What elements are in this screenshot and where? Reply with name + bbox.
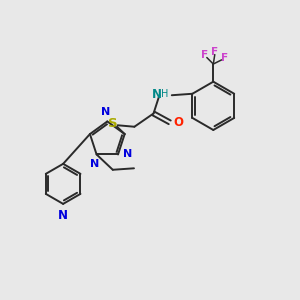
Text: H: H (160, 89, 168, 99)
Text: N: N (101, 107, 110, 117)
Text: F: F (211, 47, 218, 57)
Text: N: N (58, 209, 68, 222)
Text: F: F (201, 50, 208, 60)
Text: S: S (108, 117, 118, 130)
Text: N: N (91, 160, 100, 170)
Text: N: N (123, 149, 132, 160)
Text: N: N (152, 88, 162, 100)
Text: F: F (221, 53, 228, 63)
Text: O: O (173, 116, 183, 129)
